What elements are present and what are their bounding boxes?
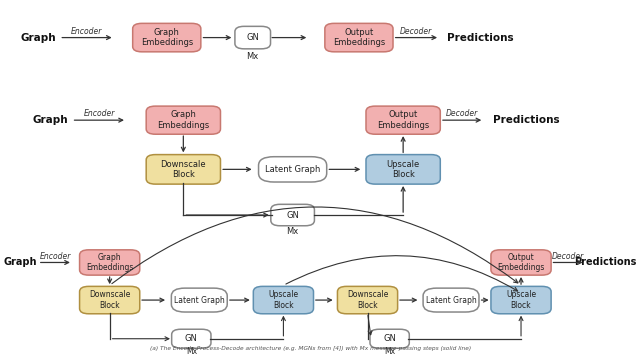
Text: (a) The Encode-Process-Decode architecture (e.g. MGNs from [4]) with Mx message-: (a) The Encode-Process-Decode architectu… (150, 346, 472, 351)
FancyBboxPatch shape (366, 106, 440, 134)
FancyBboxPatch shape (423, 288, 479, 312)
Text: Decoder: Decoder (552, 252, 584, 261)
Text: Downscale
Block: Downscale Block (89, 290, 131, 310)
Text: GN: GN (246, 33, 259, 42)
Text: GN: GN (383, 334, 396, 343)
Text: Predictions: Predictions (447, 32, 513, 42)
Text: Encoder: Encoder (71, 27, 102, 36)
Text: Graph
Embeddings: Graph Embeddings (157, 110, 209, 130)
Text: Predictions: Predictions (493, 115, 559, 125)
FancyBboxPatch shape (146, 155, 221, 184)
Text: Decoder: Decoder (400, 27, 433, 36)
FancyBboxPatch shape (79, 286, 140, 314)
Text: Encoder: Encoder (40, 252, 71, 261)
Text: Latent Graph: Latent Graph (265, 165, 320, 174)
FancyBboxPatch shape (259, 157, 326, 182)
FancyBboxPatch shape (146, 106, 221, 134)
FancyBboxPatch shape (370, 329, 410, 348)
Text: Mx: Mx (287, 227, 299, 236)
FancyBboxPatch shape (491, 250, 551, 275)
Text: Downscale
Block: Downscale Block (347, 290, 388, 310)
FancyBboxPatch shape (337, 286, 397, 314)
Text: Encoder: Encoder (84, 109, 115, 118)
Text: GN: GN (185, 334, 198, 343)
Text: Graph
Embeddings: Graph Embeddings (141, 28, 193, 47)
FancyBboxPatch shape (325, 23, 393, 52)
Text: Output
Embeddings: Output Embeddings (377, 110, 429, 130)
Text: Graph: Graph (32, 115, 68, 125)
Text: Mx: Mx (384, 347, 395, 356)
Text: GN: GN (286, 211, 299, 220)
Text: Latent Graph: Latent Graph (426, 296, 476, 305)
Text: Latent Graph: Latent Graph (174, 296, 225, 305)
Text: Predictions: Predictions (575, 257, 637, 267)
Text: Upscale
Block: Upscale Block (506, 290, 536, 310)
Text: Upscale
Block: Upscale Block (387, 160, 420, 179)
Text: Output
Embeddings: Output Embeddings (497, 253, 545, 272)
FancyBboxPatch shape (366, 155, 440, 184)
FancyBboxPatch shape (172, 288, 227, 312)
Text: Upscale
Block: Upscale Block (268, 290, 298, 310)
FancyBboxPatch shape (271, 204, 314, 226)
Text: Downscale
Block: Downscale Block (161, 160, 206, 179)
FancyBboxPatch shape (172, 329, 211, 348)
Text: Output
Embeddings: Output Embeddings (333, 28, 385, 47)
Text: Graph
Embeddings: Graph Embeddings (86, 253, 133, 272)
FancyBboxPatch shape (79, 250, 140, 275)
FancyBboxPatch shape (491, 286, 551, 314)
Text: Mx: Mx (186, 347, 197, 356)
FancyBboxPatch shape (132, 23, 201, 52)
FancyBboxPatch shape (253, 286, 314, 314)
Text: Graph: Graph (20, 32, 56, 42)
Text: Graph: Graph (4, 257, 37, 267)
FancyBboxPatch shape (235, 26, 271, 49)
Text: Decoder: Decoder (446, 109, 478, 118)
Text: Mx: Mx (246, 52, 259, 61)
